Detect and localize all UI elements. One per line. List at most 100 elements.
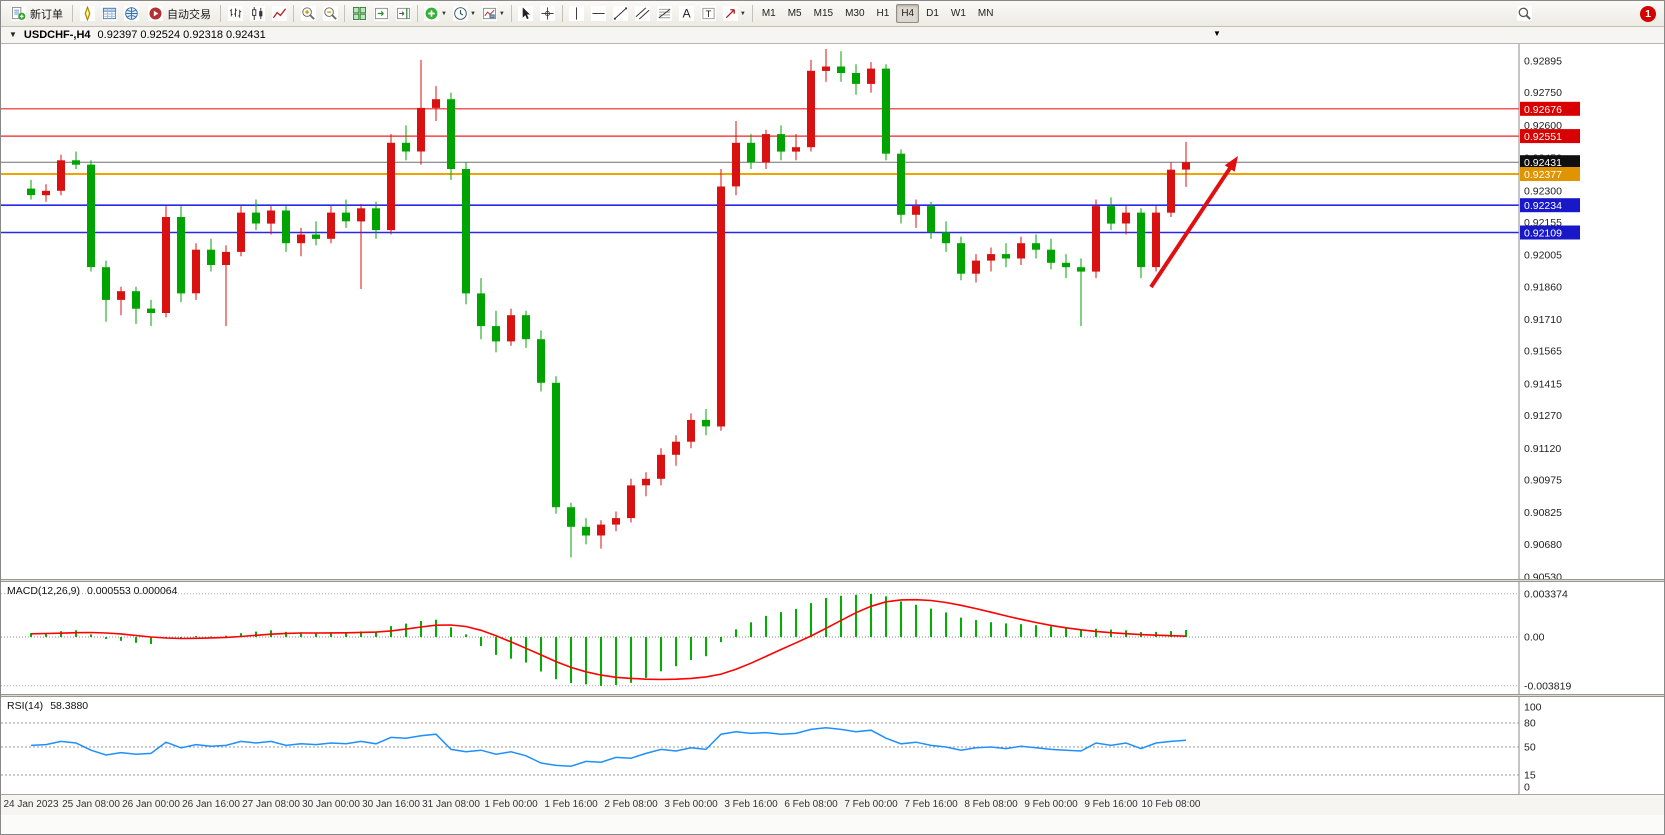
svg-text:0.90680: 0.90680 [1524,539,1562,551]
symbol-period-label: USDCHF-,H4 [23,29,91,41]
horizontal-lines[interactable] [1,108,1519,234]
periods-icon[interactable]: ▼ [450,4,479,24]
timeframe-m30[interactable]: M30 [840,4,869,23]
time-label: 1 Feb 16:00 [544,799,598,810]
svg-text:0.91565: 0.91565 [1524,346,1562,358]
candlestick-chart-icon[interactable] [246,4,268,24]
timeframe-m1[interactable]: M1 [757,4,781,23]
chart-title-bar: ▼ USDCHF-,H4 0.92397 0.92524 0.92318 0.9… [1,27,1664,44]
toolbar-separator [561,5,563,22]
timeframe-h4[interactable]: H4 [896,4,920,23]
time-label: 8 Feb 08:00 [964,799,1018,810]
rsi-panel: RSI(14) 58.3880 100 80 50 15 0 [1,697,1664,794]
svg-text:80: 80 [1524,718,1536,730]
toolbar-separator [417,5,418,22]
timeframe-m5[interactable]: M5 [783,4,807,23]
channel-icon[interactable] [632,4,654,24]
time-label: 3 Feb 00:00 [664,799,718,810]
time-label: 1 Feb 00:00 [484,799,538,810]
ohlc-values: 0.92397 0.92524 0.92318 0.92431 [97,29,266,41]
text-icon[interactable]: A [676,4,698,24]
svg-text:0.00: 0.00 [1524,632,1545,644]
time-label: 7 Feb 00:00 [844,799,898,810]
chart-shift-icon[interactable] [392,4,414,24]
horizontal-line-icon[interactable] [588,4,610,24]
svg-text:0.92005: 0.92005 [1524,250,1562,262]
svg-text:0: 0 [1524,782,1530,794]
time-axis[interactable]: 24 Jan 2023 25 Jan 08:00 26 Jan 00:00 26 Ja… [1,794,1664,815]
auto-trading-button[interactable]: 自动交易 [142,4,217,24]
crosshair-icon[interactable] [537,4,559,24]
toolbar-separator [220,5,221,22]
templates-icon[interactable]: ▼ [479,4,508,24]
zoom-out-icon[interactable] [319,4,341,24]
bar-chart-icon[interactable] [224,4,246,24]
svg-text:A: A [683,7,692,21]
trendline-icon[interactable] [610,4,632,24]
svg-text:0.91270: 0.91270 [1524,410,1562,422]
time-label: 30 Jan 16:00 [362,799,420,810]
search-icon[interactable] [1513,4,1535,24]
trend-arrow[interactable] [1149,156,1238,289]
arrows-icon[interactable]: ▼ [720,4,749,24]
svg-text:T: T [706,9,712,19]
time-label: 30 Jan 00:00 [302,799,360,810]
toolbar-separator [293,5,294,22]
price-axis[interactable]: 0.928950.927500.926000.924500.923000.921… [1518,44,1562,579]
market-watch-icon[interactable] [98,4,120,24]
time-label: 9 Feb 16:00 [1084,799,1138,810]
time-label: 26 Jan 16:00 [182,799,240,810]
vertical-line-icon[interactable] [566,4,588,24]
time-label: 27 Jan 08:00 [242,799,300,810]
window-menu-icon[interactable]: ▼ [1213,29,1221,38]
time-label: 24 Jan 2023 [3,799,59,810]
toolbar: 新订单 自动交易 ▼ ▼ ▼ A T ▼ M1 M5 M15 M30 H1 H4 D1 W1 MN 1 [1,1,1664,27]
time-label: 25 Jan 08:00 [62,799,120,810]
timeframe-mn[interactable]: MN [973,4,999,23]
svg-text:0.92300: 0.92300 [1524,185,1562,197]
timeframe-w1[interactable]: W1 [946,4,971,23]
macd-histogram [30,593,1187,686]
time-label: 6 Feb 08:00 [784,799,838,810]
zoom-in-icon[interactable] [297,4,319,24]
svg-text:0.91415: 0.91415 [1524,378,1562,390]
timeframe-m15[interactable]: M15 [809,4,838,23]
svg-text:0.91710: 0.91710 [1524,314,1562,326]
toolbar-separator [510,5,512,22]
time-label: 26 Jan 00:00 [122,799,180,810]
auto-scroll-icon[interactable] [370,4,392,24]
indicators-icon[interactable]: ▼ [421,4,450,24]
line-chart-icon[interactable] [268,4,290,24]
svg-text:0.92431: 0.92431 [1524,157,1562,169]
tile-windows-icon[interactable] [348,4,370,24]
notification-badge[interactable]: 1 [1640,5,1656,22]
panel-splitter[interactable] [1,579,1664,582]
time-label: 9 Feb 00:00 [1024,799,1078,810]
fibonacci-icon[interactable] [654,4,676,24]
svg-text:0.91860: 0.91860 [1524,281,1562,293]
time-label: 7 Feb 16:00 [904,799,958,810]
macd-chart[interactable]: 0.003374 0.00 -0.003819 [1,582,1665,694]
cursor-icon[interactable] [515,4,537,24]
chevron-down-icon[interactable]: ▼ [9,30,17,39]
svg-text:0.92551: 0.92551 [1524,131,1562,143]
timeframe-d1[interactable]: D1 [921,4,944,23]
mql-wizard-icon[interactable] [76,4,98,24]
label-icon[interactable]: T [698,4,720,24]
svg-text:0.90975: 0.90975 [1524,474,1562,486]
new-order-button[interactable]: 新订单 [5,4,69,24]
svg-text:0.92750: 0.92750 [1524,87,1562,99]
panel-splitter[interactable] [1,694,1664,697]
timeframe-h1[interactable]: H1 [872,4,895,23]
rsi-chart[interactable]: 100 80 50 150 [1,697,1665,794]
svg-text:0.91120: 0.91120 [1524,443,1561,455]
time-label: 3 Feb 16:00 [724,799,778,810]
svg-text:0.90825: 0.90825 [1524,507,1562,519]
main-chart[interactable]: 0.928950.927500.926000.924500.923000.921… [1,44,1665,579]
svg-text:0.003374: 0.003374 [1524,588,1568,600]
navigator-icon[interactable] [120,4,142,24]
toolbar-separator [751,5,753,22]
bottom-strip [1,815,1664,834]
